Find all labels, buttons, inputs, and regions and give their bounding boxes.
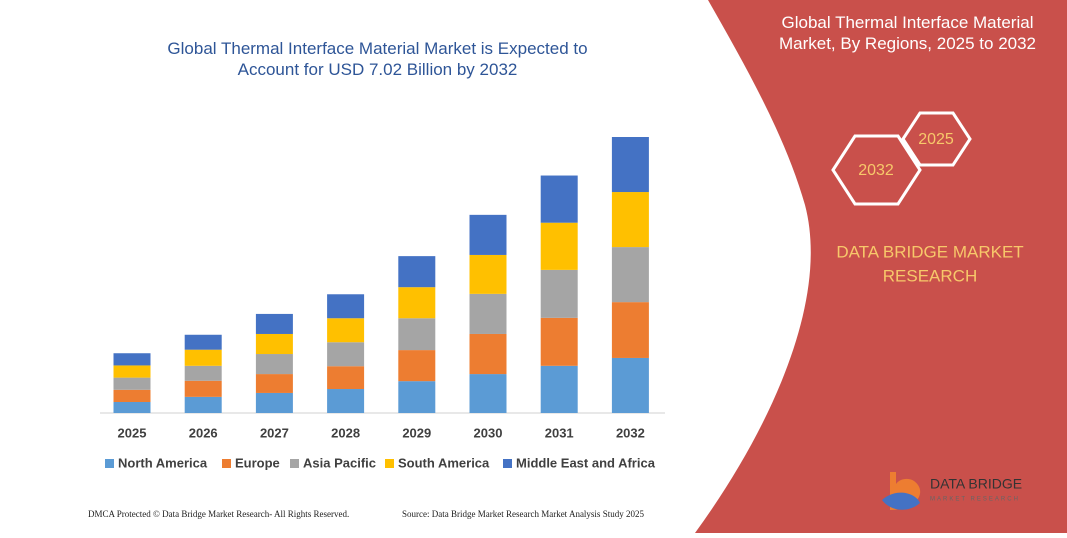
bar-segment	[611, 247, 649, 303]
hexagon	[831, 134, 922, 206]
bar-segment	[611, 357, 649, 413]
bar-segment	[398, 256, 436, 288]
bar-segment	[398, 350, 436, 382]
bar-segment	[611, 302, 649, 358]
footer-left: DMCA Protected © Data Bridge Market Rese…	[88, 509, 349, 519]
panel-title: Global Thermal Interface Material Market…	[778, 12, 1037, 53]
footer-right: Source: Data Bridge Market Research Mark…	[402, 509, 644, 519]
bar-segment	[327, 389, 365, 413]
bar-segment	[113, 365, 151, 378]
legend-swatch	[222, 459, 231, 468]
bar-segment	[327, 294, 365, 319]
bar-segment	[469, 333, 507, 375]
bar-segment	[540, 365, 578, 413]
logo-name: DATA BRIDGE	[930, 476, 1022, 492]
bar-segment	[184, 380, 222, 397]
bar-segment	[469, 214, 507, 255]
bar-segment	[184, 396, 222, 413]
bar-segment	[540, 269, 578, 318]
bar-segment	[184, 365, 222, 381]
brand-text: DATA BRIDGE MARKET	[836, 242, 1023, 261]
bar-segment	[398, 381, 436, 413]
hexagon-label: 2032	[858, 162, 894, 179]
bar-segment	[469, 293, 507, 334]
x-tick-label: 2031	[545, 425, 574, 440]
bar-segment	[113, 353, 151, 366]
logo-icon	[882, 492, 920, 510]
legend-swatch	[503, 459, 512, 468]
panel-title-box: Global Thermal Interface Material Market…	[778, 12, 1037, 53]
bar-segment	[611, 192, 649, 248]
x-tick-label: 2025	[118, 425, 147, 440]
bar-segment	[540, 222, 578, 270]
side-panel	[695, 0, 1067, 533]
bar-segment	[469, 374, 507, 413]
brand-text: RESEARCH	[883, 266, 977, 285]
bar-segment	[327, 366, 365, 390]
bar-segment	[611, 137, 649, 193]
legend-label: Europe	[235, 455, 280, 470]
bar-segment	[184, 334, 222, 350]
bar-segment	[540, 175, 578, 223]
legend-swatch	[385, 459, 394, 468]
bar-segment	[540, 317, 578, 366]
bar-segment	[184, 349, 222, 366]
x-tick-label: 2030	[474, 425, 503, 440]
bar-segment	[255, 333, 293, 355]
bar-segment	[255, 374, 293, 393]
hexagon	[901, 111, 972, 167]
legend-label: North America	[118, 455, 208, 470]
legend-label: Asia Pacific	[303, 455, 376, 470]
chart-title: Global Thermal Interface Material Market…	[167, 38, 588, 79]
hexagon-label: 2025	[918, 131, 954, 148]
x-tick-label: 2027	[260, 425, 289, 440]
bar-segment	[113, 389, 151, 402]
bar-segment	[255, 313, 293, 334]
x-tick-label: 2032	[616, 425, 645, 440]
bar-segment	[113, 377, 151, 390]
legend-swatch	[105, 459, 114, 468]
bar-segment	[327, 342, 365, 367]
bar-segment	[255, 354, 293, 375]
bar-segment	[327, 318, 365, 343]
legend-swatch	[290, 459, 299, 468]
x-tick-label: 2029	[402, 425, 431, 440]
x-tick-label: 2028	[331, 425, 360, 440]
title-box: Global Thermal Interface Material Market…	[167, 38, 588, 79]
legend-label: Middle East and Africa	[516, 455, 656, 470]
bar-segment	[255, 392, 293, 413]
bar-segment	[469, 254, 507, 294]
bar-segment	[113, 401, 151, 413]
legend-label: South America	[398, 455, 490, 470]
bar-segment	[398, 318, 436, 351]
x-tick-label: 2026	[189, 425, 218, 440]
logo-tagline: MARKET RESEARCH	[930, 497, 1020, 503]
bar-segment	[398, 287, 436, 319]
